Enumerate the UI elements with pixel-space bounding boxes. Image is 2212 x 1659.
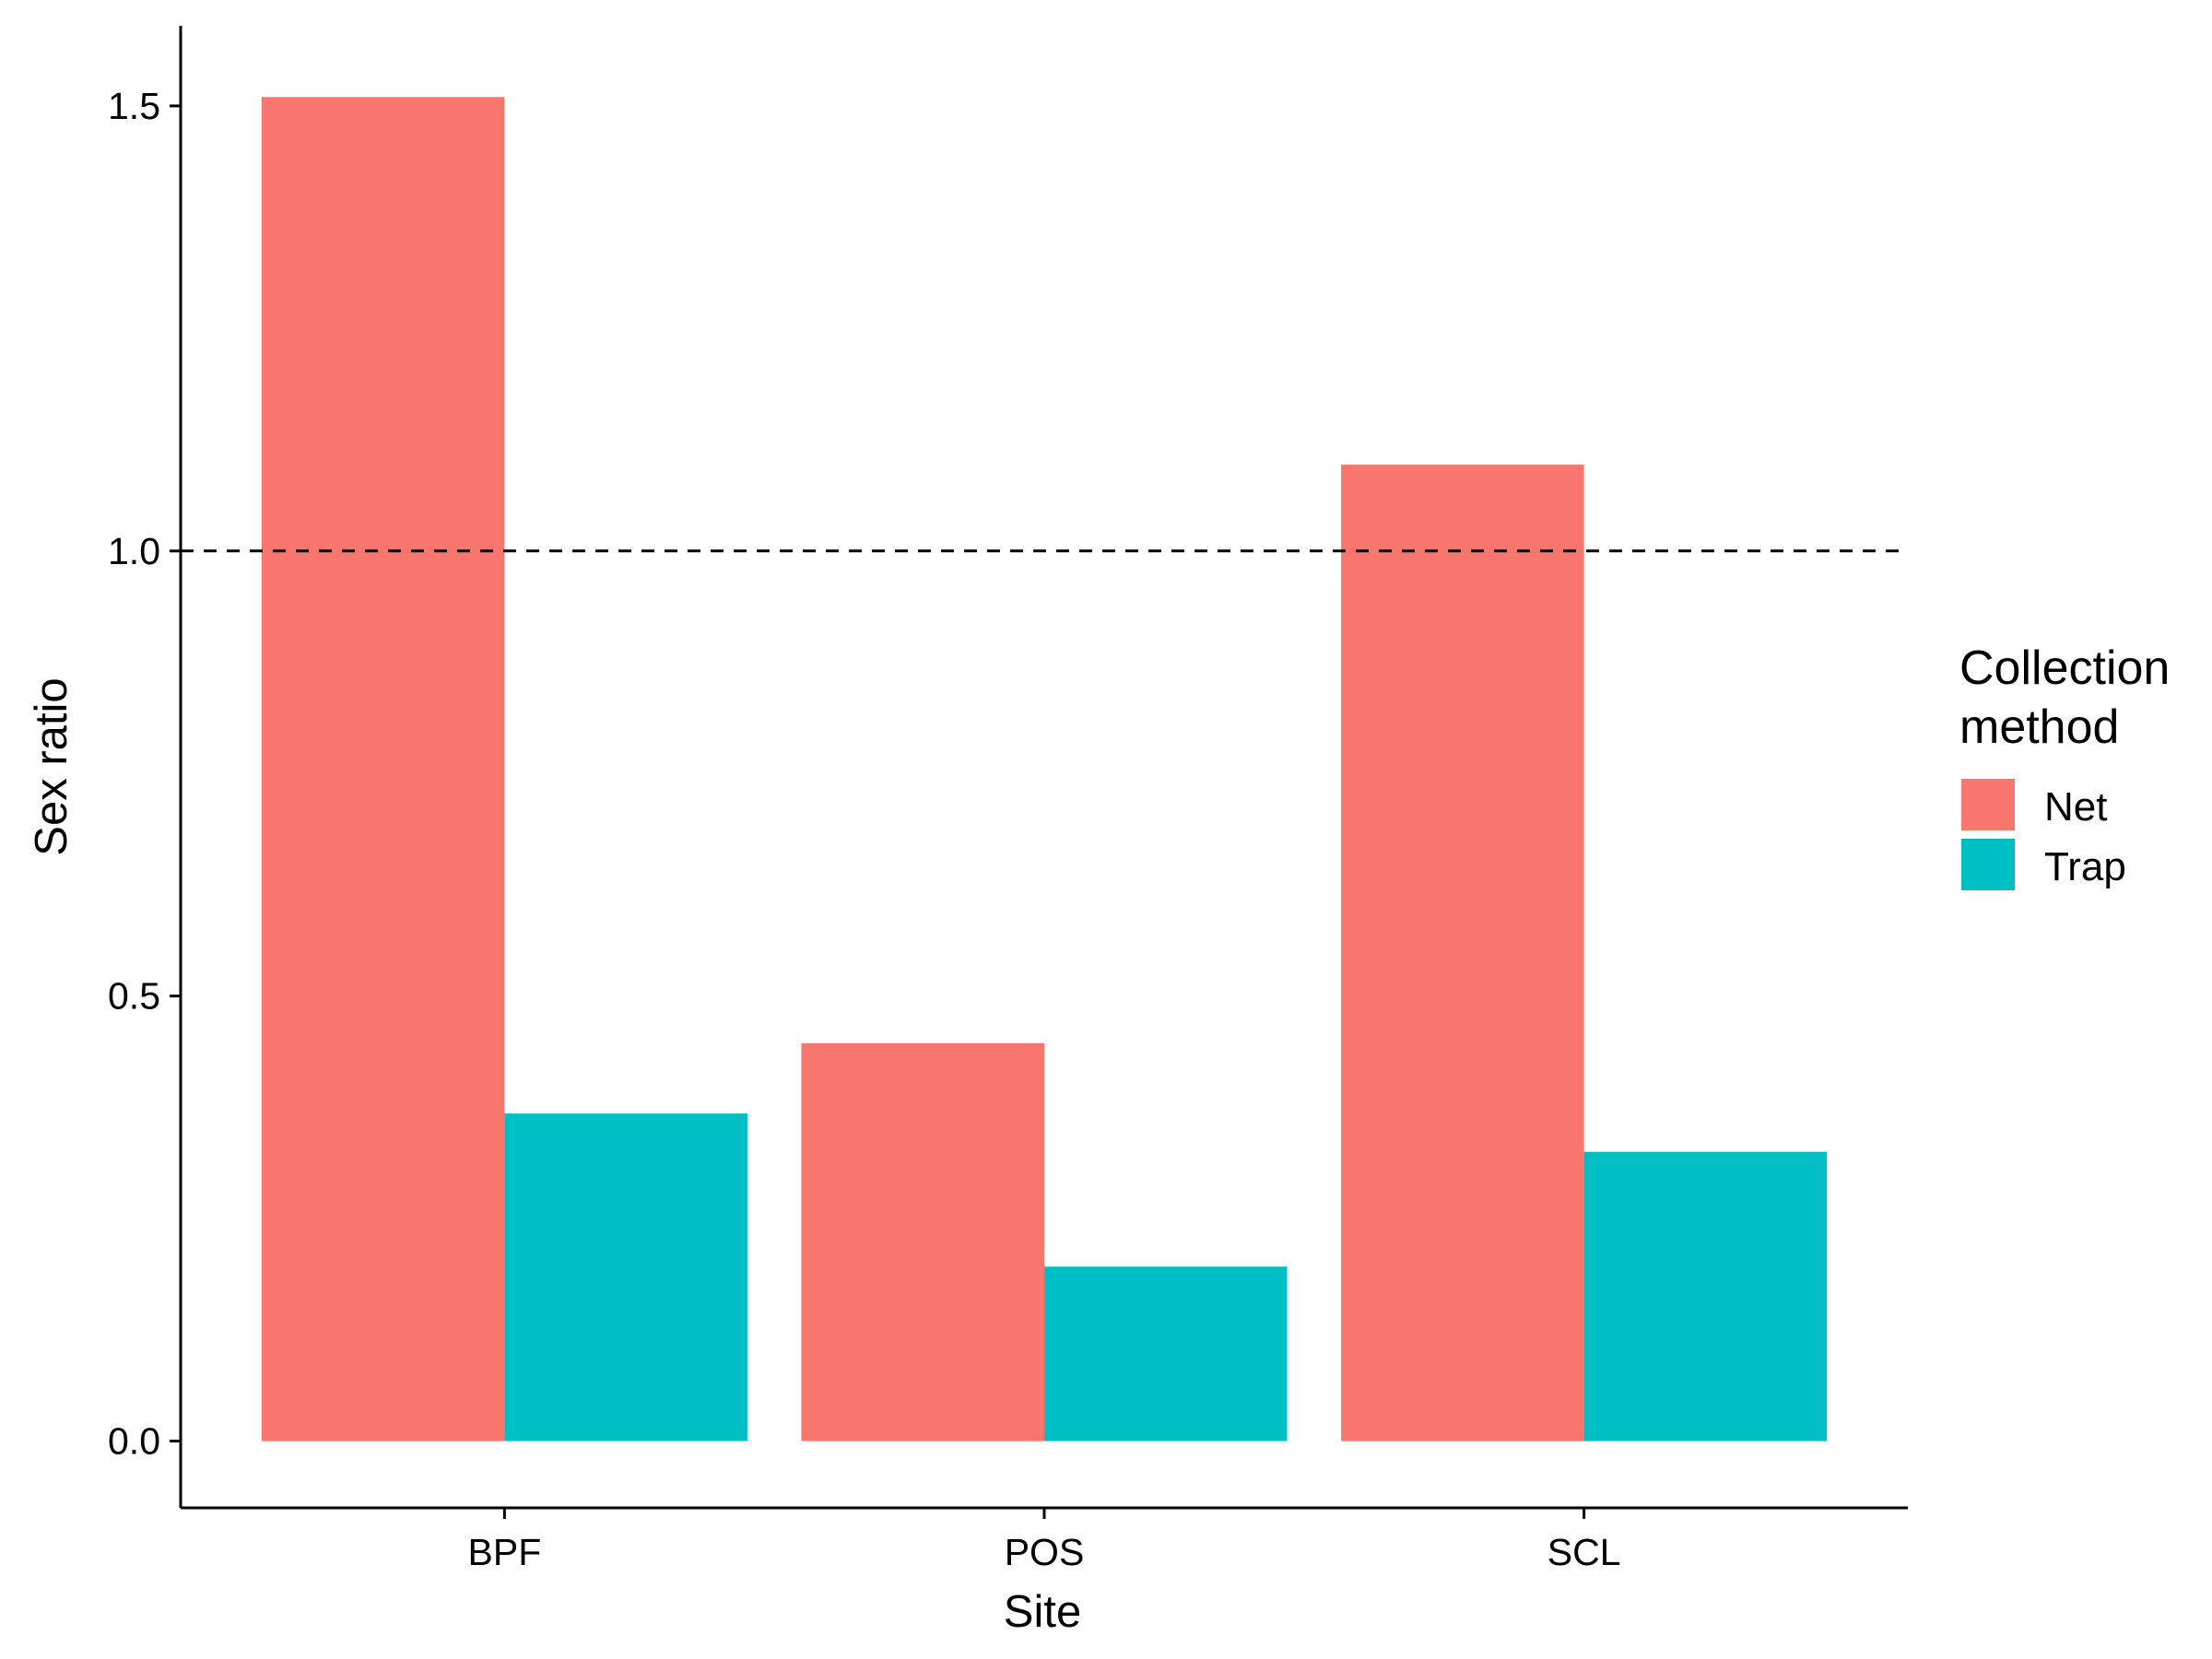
legend-key-trap [1961, 839, 2015, 890]
bar-net-pos [801, 1042, 1044, 1441]
x-axis-title: Site [1004, 1587, 1081, 1637]
y-tick-label: 1.0 [108, 530, 160, 572]
y-axis-title: Sex ratio [27, 677, 76, 855]
bars-layer [261, 97, 1828, 1441]
bar-net-scl [1341, 465, 1584, 1441]
bar-net-bpf [261, 97, 505, 1441]
x-tick-label-scl: SCL [1547, 1531, 1621, 1573]
legend-key-net [1961, 779, 2015, 830]
legend-title-line-2: method [1959, 700, 2119, 754]
axes-layer [170, 26, 1908, 1519]
bar-trap-pos [1044, 1266, 1288, 1441]
y-tick-label: 0.5 [108, 975, 160, 1018]
x-tick-label-pos: POS [1005, 1531, 1085, 1573]
tick-labels-layer: 0.0 0.5 1.0 1.5 BPF POS SCL [108, 85, 1621, 1573]
legend-label-trap: Trap [2044, 844, 2126, 889]
x-tick-label-bpf: BPF [468, 1531, 542, 1573]
y-tick-label: 0.0 [108, 1420, 160, 1463]
legend-title-line-1: Collection [1959, 641, 2170, 695]
legend-label-net: Net [2044, 784, 2107, 830]
y-tick-label: 1.5 [108, 85, 160, 127]
legend: Collection method Net Trap [1959, 641, 2170, 890]
bar-trap-scl [1583, 1151, 1828, 1441]
bar-trap-bpf [504, 1113, 747, 1441]
